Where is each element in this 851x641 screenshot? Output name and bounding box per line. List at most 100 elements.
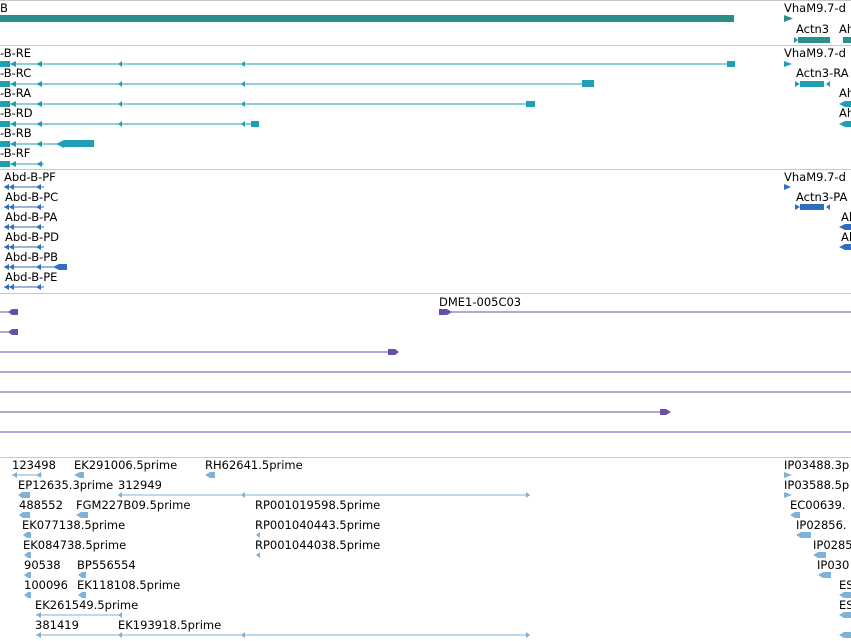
est-label[interactable]: 100096 (24, 578, 68, 592)
transcript-feature-vham9[interactable] (784, 61, 792, 67)
est-feature-ip030[interactable] (818, 572, 831, 578)
transcript-label[interactable]: -B-RE (0, 46, 32, 60)
est-feature-ec00639[interactable] (790, 512, 800, 518)
transcript-label[interactable]: -B-RA (0, 86, 32, 100)
gene-feature-vham9[interactable] (784, 15, 793, 22)
est-feature-es-1[interactable] (839, 592, 851, 598)
gene-label[interactable]: B (0, 1, 8, 15)
transcript-feature-rf[interactable] (0, 161, 44, 167)
transcript-label[interactable]: VhaM9.7-d (784, 46, 846, 60)
est-label[interactable]: IP03588.5p (784, 478, 850, 492)
est-label[interactable]: FGM227B09.5prime (76, 498, 191, 512)
transcript-feature-ah-1[interactable] (839, 101, 851, 107)
est-feature-fgm227b09[interactable] (76, 512, 88, 518)
est-label[interactable]: EK084738.5prime (23, 538, 127, 552)
est-feature-381419[interactable] (36, 632, 530, 638)
est-label[interactable]: 123498 (12, 458, 56, 472)
est-label[interactable]: EK118108.5prime (77, 578, 181, 592)
est-label[interactable]: EK291006.5prime (74, 458, 178, 472)
cdna-feature-dme1-005c03[interactable] (439, 309, 851, 315)
transcript-feature-actn3-ra[interactable] (795, 81, 830, 87)
transcript-label[interactable]: -B-RD (0, 106, 33, 120)
cdna-feature-3[interactable] (0, 349, 399, 355)
transcript-feature-rb[interactable] (0, 140, 94, 148)
est-label[interactable]: RP001044038.5prime (255, 538, 381, 552)
est-label[interactable]: EC00639. (790, 498, 846, 512)
gene-feature-abd-b[interactable] (0, 15, 734, 22)
est-feature-ip03588[interactable] (784, 492, 792, 498)
est-feature-es-3[interactable] (839, 632, 851, 638)
est-label[interactable]: RH62641.5prime (205, 458, 303, 472)
gene-label[interactable]: Ah (839, 22, 851, 36)
est-label[interactable]: RP001019598.5prime (255, 498, 381, 512)
est-feature-488552[interactable] (19, 512, 30, 518)
est-feature-ek077138[interactable] (23, 532, 31, 538)
transcript-feature-ah-2[interactable] (839, 121, 851, 127)
est-feature-ek291006[interactable] (74, 472, 84, 478)
est-label[interactable]: EK077138.5prime (22, 518, 126, 532)
gene-feature-ah[interactable] (843, 37, 851, 43)
transcript-label[interactable]: -B-RC (0, 66, 32, 80)
est-feature-rp001040443[interactable] (256, 552, 260, 558)
transcript-label[interactable]: -B-RB (0, 126, 32, 140)
est-label[interactable]: EK193918.5prime (118, 618, 222, 632)
est-feature-rp001019598[interactable] (256, 532, 260, 538)
est-feature-ep12635[interactable] (18, 492, 30, 498)
protein-label[interactable]: Actn3-PA (796, 190, 848, 204)
est-label[interactable]: IP03488.3p (784, 458, 850, 472)
protein-label[interactable]: Abd-B-PA (5, 210, 58, 224)
transcript-label[interactable]: Ah (839, 86, 851, 100)
protein-feature-pf[interactable] (4, 184, 44, 190)
gene-label[interactable]: Actn3 (796, 22, 830, 36)
transcript-feature-rd[interactable] (0, 121, 259, 127)
cdna-label[interactable]: DME1-005C03 (439, 295, 522, 309)
est-feature-ek118108[interactable] (36, 612, 122, 618)
gene-label[interactable]: VhaM9.7-d (784, 1, 846, 15)
est-feature-100096[interactable] (24, 592, 31, 598)
est-label[interactable]: BP556554 (77, 558, 136, 572)
protein-label[interactable]: Abd-B-PF (4, 170, 56, 184)
protein-feature-vham9[interactable] (784, 184, 791, 190)
cdna-feature-6[interactable] (0, 409, 671, 415)
est-label[interactable]: EK261549.5prime (35, 598, 139, 612)
est-feature-bp556554[interactable] (78, 592, 86, 598)
est-label[interactable]: IP02856. (796, 518, 847, 532)
transcript-feature-re[interactable] (0, 61, 735, 67)
protein-feature-pd[interactable] (4, 244, 44, 250)
protein-feature-pa[interactable] (4, 224, 44, 230)
est-feature-123498[interactable] (12, 472, 42, 478)
protein-label[interactable]: VhaM9.7-d (784, 170, 846, 184)
protein-feature-pc[interactable] (4, 204, 44, 210)
protein-feature-al-1[interactable] (839, 224, 851, 230)
protein-label[interactable]: Abd-B-PB (5, 250, 59, 264)
protein-label[interactable]: Abd-B-PC (5, 190, 59, 204)
transcript-label[interactable]: Ah (839, 106, 851, 120)
protein-label[interactable]: Abd-B-PD (5, 230, 60, 244)
protein-feature-actn3-pa[interactable] (795, 204, 830, 210)
cdna-feature-1[interactable] (0, 309, 18, 315)
est-feature-90538[interactable] (24, 572, 31, 578)
protein-label[interactable]: Al (841, 230, 851, 244)
gene-feature-actn3[interactable] (798, 37, 830, 43)
est-label[interactable]: 90538 (24, 558, 61, 572)
cdna-feature-2[interactable] (0, 329, 18, 335)
est-feature-ip03488[interactable] (784, 472, 792, 478)
est-feature-ip0285[interactable] (813, 552, 826, 558)
protein-feature-al-2[interactable] (839, 244, 851, 250)
transcript-label[interactable]: -B-RF (0, 146, 31, 160)
est-label[interactable]: 488552 (19, 498, 63, 512)
est-label[interactable]: ES (839, 578, 851, 592)
est-feature-es-2[interactable] (839, 612, 851, 618)
transcript-label[interactable]: Actn3-RA (796, 66, 849, 80)
est-feature-rp001044038[interactable] (78, 572, 86, 578)
est-label[interactable]: 312949 (118, 478, 162, 492)
est-label[interactable]: IP030 (817, 558, 850, 572)
protein-label[interactable]: Al (841, 210, 851, 224)
est-label[interactable]: 381419 (35, 618, 79, 632)
est-label[interactable]: EP12635.3prime (18, 478, 114, 492)
est-feature-rh62641[interactable] (205, 472, 215, 478)
protein-feature-pb[interactable] (4, 264, 67, 270)
est-feature-312949[interactable] (118, 492, 530, 498)
transcript-feature-rc[interactable] (0, 80, 594, 87)
protein-label[interactable]: Abd-B-PE (5, 270, 58, 284)
